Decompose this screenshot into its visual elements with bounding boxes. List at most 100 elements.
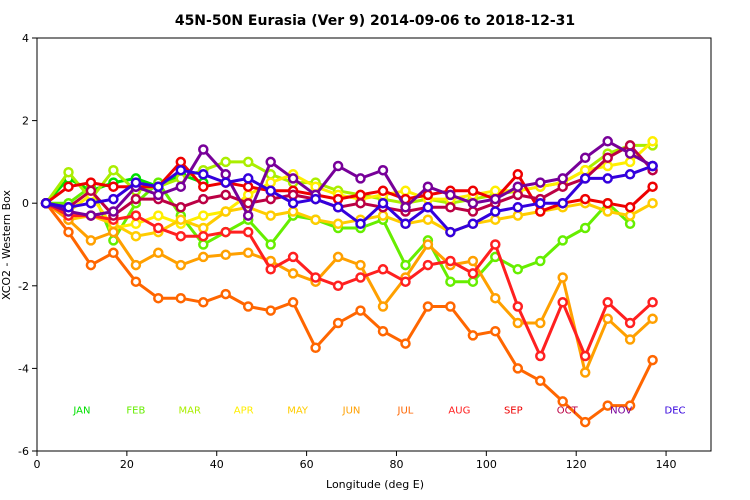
x-tick-label: 120 <box>566 458 587 471</box>
data-point <box>198 297 209 308</box>
series-line <box>45 139 654 218</box>
data-point <box>198 222 209 234</box>
data-point <box>490 214 501 225</box>
data-point <box>108 193 119 205</box>
data-point <box>490 206 501 217</box>
data-point <box>490 292 501 304</box>
data-point <box>130 218 142 230</box>
data-point <box>130 210 142 221</box>
data-point <box>153 189 164 201</box>
data-point <box>175 214 187 225</box>
legend-label-jan: JAN <box>72 406 90 417</box>
data-point <box>175 202 187 213</box>
data-point <box>445 202 456 213</box>
y-tick-label: 0 <box>22 197 29 210</box>
data-point <box>579 164 591 176</box>
data-point <box>108 226 119 238</box>
data-point <box>242 173 254 184</box>
data-point <box>332 202 344 213</box>
data-point <box>512 202 524 213</box>
data-point <box>624 400 636 411</box>
data-point <box>85 185 97 197</box>
data-point <box>400 202 411 213</box>
data-point <box>265 210 276 221</box>
data-point <box>377 197 389 209</box>
series-jun <box>40 197 658 378</box>
y-tick-label: 4 <box>22 32 29 45</box>
data-point <box>175 259 187 271</box>
data-point <box>602 197 613 209</box>
series-layer <box>40 136 658 428</box>
legend-label-dec: DEC <box>665 406 686 417</box>
series-line <box>44 202 654 424</box>
data-point <box>557 272 568 283</box>
data-point <box>467 218 479 230</box>
data-point <box>153 222 164 234</box>
data-point <box>332 317 344 329</box>
data-point <box>220 226 231 238</box>
data-point <box>153 292 164 304</box>
data-point <box>490 193 501 205</box>
data-point <box>85 259 97 271</box>
data-point <box>265 185 276 197</box>
series-line <box>45 160 654 213</box>
data-point <box>198 144 209 155</box>
data-point <box>579 173 591 184</box>
data-point <box>535 317 546 329</box>
data-point <box>579 416 591 428</box>
data-point <box>647 160 658 172</box>
data-point <box>130 177 142 188</box>
plot-area <box>36 37 712 452</box>
series-line <box>45 201 654 238</box>
data-point <box>220 189 231 201</box>
data-point <box>535 177 546 188</box>
data-point <box>377 164 389 176</box>
data-point <box>400 276 411 287</box>
data-point <box>355 173 366 184</box>
data-point <box>579 367 591 378</box>
data-point <box>153 247 164 259</box>
data-point <box>422 214 434 225</box>
data-point <box>220 206 231 217</box>
data-point <box>198 230 209 242</box>
data-point <box>63 226 74 238</box>
series-line <box>45 201 654 374</box>
legend: JAN FEB MAR APR MAY JUN JUL AUG SEP OCT NOV DEC <box>72 406 685 417</box>
data-point <box>242 181 254 192</box>
data-point <box>153 210 164 221</box>
data-point <box>557 235 568 246</box>
data-point <box>602 206 613 217</box>
data-point <box>310 193 321 205</box>
data-point <box>647 354 658 366</box>
data-point <box>355 197 366 209</box>
data-point <box>175 164 187 176</box>
series-dec <box>40 160 658 238</box>
data-point <box>512 317 524 329</box>
data-point <box>512 363 524 374</box>
data-point <box>579 152 591 164</box>
data-point <box>602 400 613 411</box>
data-point <box>557 297 568 308</box>
data-point <box>85 197 97 209</box>
data-point <box>287 189 299 201</box>
x-axis: 0 20 40 60 80 100 120 140 <box>34 451 677 471</box>
data-point <box>602 313 613 325</box>
data-point <box>355 272 366 283</box>
x-tick-label: 0 <box>34 458 41 471</box>
x-tick-label: 80 <box>389 458 403 471</box>
data-point <box>355 189 366 201</box>
data-point <box>265 156 276 168</box>
data-point <box>242 156 254 168</box>
series-nov <box>40 136 658 221</box>
data-point <box>579 193 591 205</box>
x-axis-label: Longitude (deg E) <box>326 478 424 491</box>
data-point <box>624 334 636 345</box>
data-point <box>557 181 568 192</box>
data-point <box>108 247 119 259</box>
data-point <box>63 202 74 213</box>
data-point <box>175 181 187 192</box>
data-point <box>512 301 524 312</box>
data-point <box>467 276 479 287</box>
data-point <box>220 169 231 180</box>
